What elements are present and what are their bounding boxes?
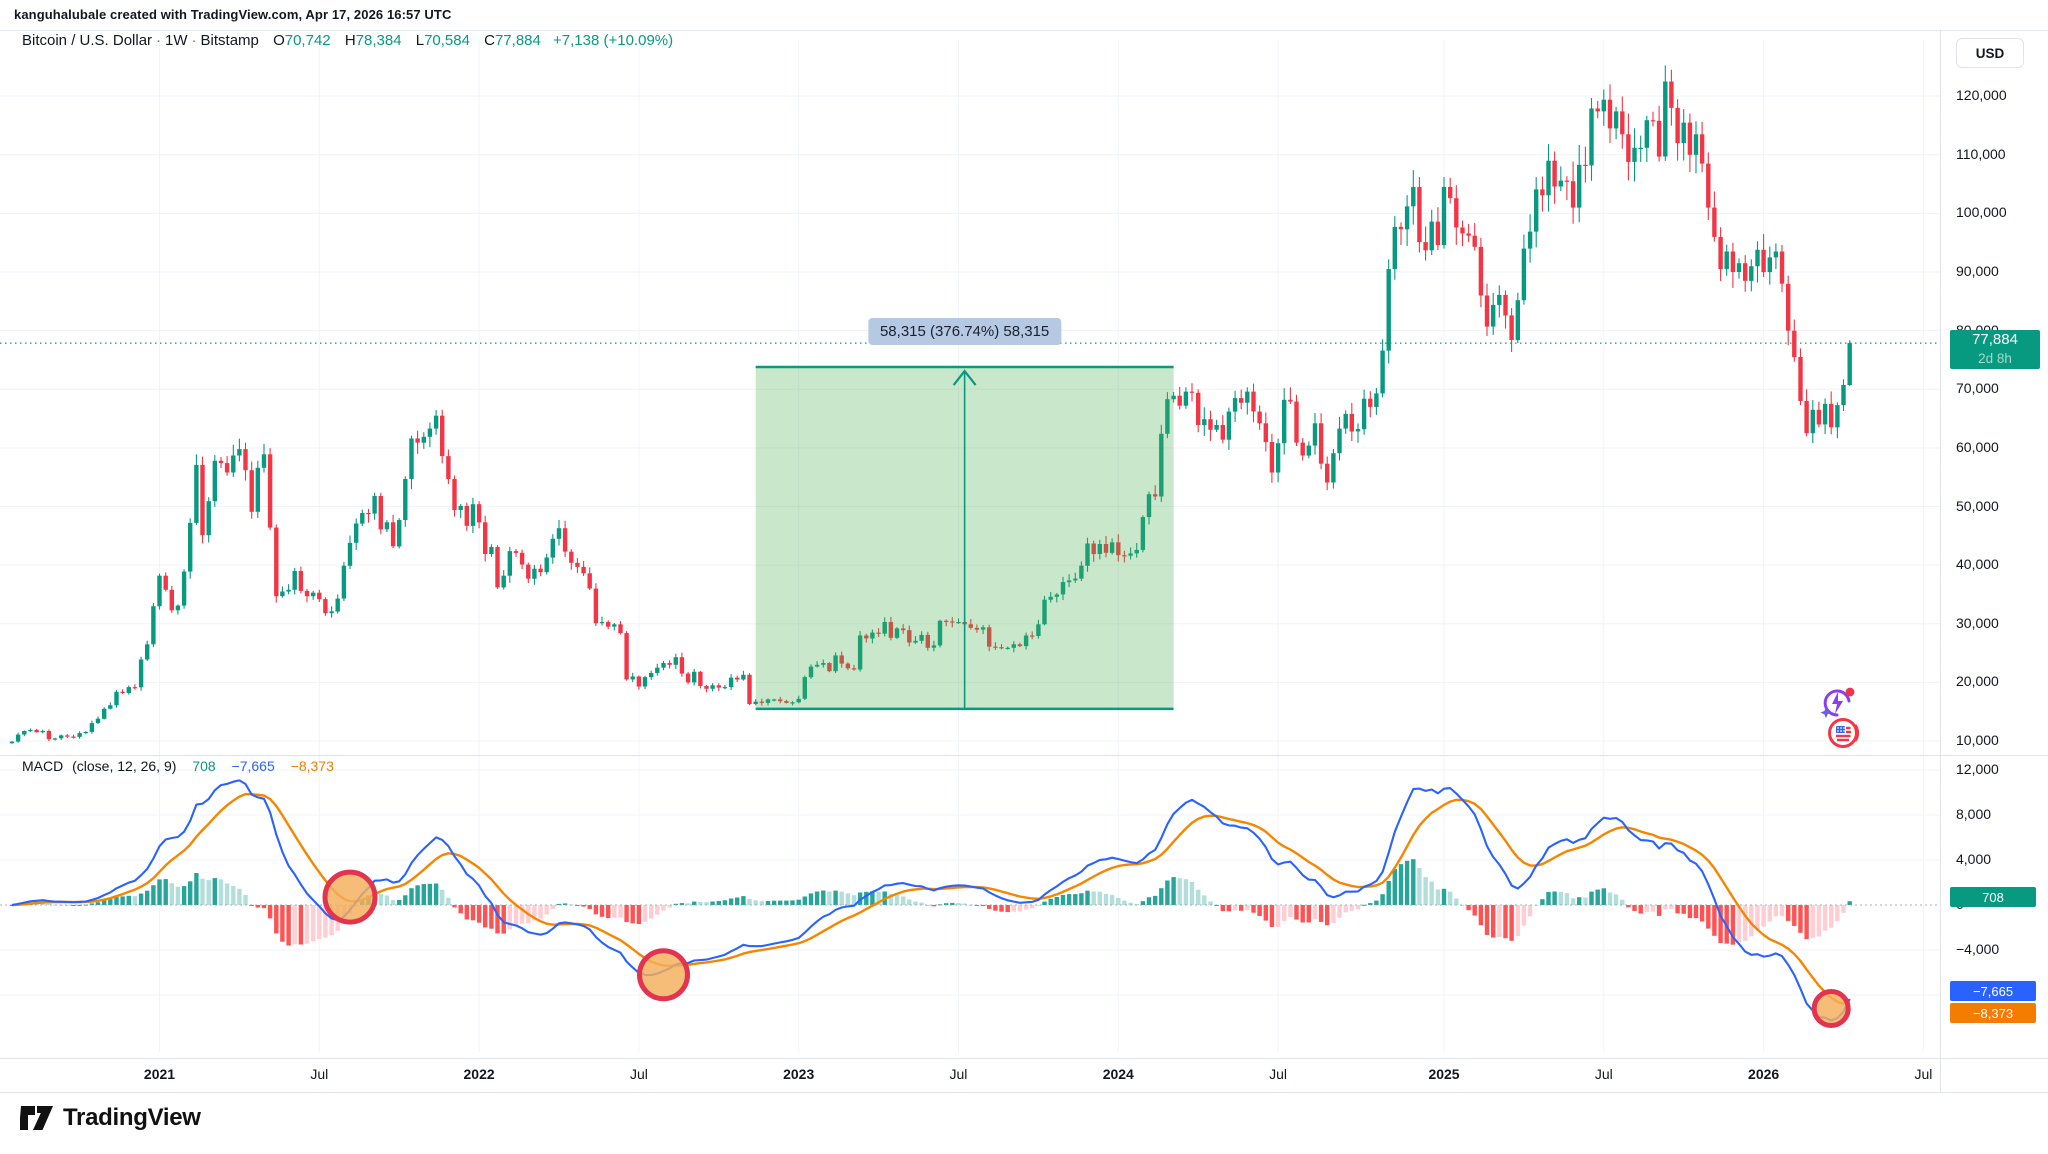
- macd-axis-label: 12,000: [1956, 761, 1999, 777]
- highlight-circle: [637, 948, 690, 1002]
- bar-countdown: 2d 8h: [1978, 351, 2012, 367]
- time-axis-label: Jul: [949, 1066, 968, 1082]
- low-label: L: [415, 32, 425, 49]
- symbol-name[interactable]: Bitcoin / U.S. Dollar: [22, 32, 153, 49]
- last-price-badge: 77,884 2d 8h: [1950, 330, 2040, 370]
- embed-titlebar: kanguhalubale created with TradingView.c…: [0, 0, 2048, 31]
- price-axis-label: 100,000: [1956, 204, 2007, 221]
- macd-axis-label: −4,000: [1956, 941, 2000, 957]
- macd-axis-label: 8,000: [1956, 806, 1992, 822]
- time-axis-label: Jul: [310, 1066, 329, 1082]
- time-axis-label: Jul: [1269, 1066, 1288, 1082]
- titlebar-text: kanguhalubale created with TradingView.c…: [14, 7, 452, 22]
- price-axis-label: 90,000: [1956, 263, 1999, 280]
- tradingview-logo-icon: [20, 1106, 53, 1130]
- close-value: 77,884: [494, 32, 541, 49]
- time-axis-label: 2026: [1748, 1066, 1780, 1082]
- tradingview-logo-text: TradingView: [63, 1104, 201, 1131]
- time-axis-label: Jul: [629, 1066, 648, 1082]
- time-axis-label: 2023: [783, 1066, 815, 1082]
- time-axis-label: 2024: [1102, 1066, 1134, 1082]
- low-value: 70,584: [424, 32, 470, 49]
- high-value: 78,384: [355, 32, 402, 49]
- price-axis-label: 10,000: [1956, 732, 1999, 748]
- macd-line-value: −7,665: [231, 758, 275, 774]
- price-axis-label: 50,000: [1956, 497, 1999, 514]
- macd-panel: [0, 779, 1940, 1022]
- macd-badge: 708: [1950, 887, 2036, 908]
- time-axis-label: Jul: [1914, 1066, 1933, 1082]
- macd-signal-value: −8,373: [290, 758, 334, 774]
- measure-tool-label[interactable]: 58,315 (376.74%) 58,315: [867, 318, 1062, 345]
- symbol-legend[interactable]: Bitcoin / U.S. Dollar · 1W · Bitstamp O70,74…: [22, 32, 674, 49]
- macd-badge: −8,373: [1950, 1003, 2036, 1024]
- macd-axis-label: 4,000: [1956, 851, 1992, 867]
- price-axis-label: 30,000: [1956, 614, 1999, 631]
- close-label: C: [484, 32, 495, 49]
- price-axis-label: 60,000: [1956, 438, 1999, 455]
- candlestick-series: [9, 65, 1852, 744]
- last-price-value: 77,884: [1972, 331, 2018, 349]
- time-axis-label: 2025: [1428, 1066, 1460, 1082]
- price-axis-label: 110,000: [1956, 145, 2006, 162]
- change-value: +7,138 (+10.09%): [553, 32, 674, 49]
- high-label: H: [344, 32, 356, 49]
- symbol-venue[interactable]: Bitstamp: [200, 32, 259, 49]
- price-axis-label: 20,000: [1956, 673, 1999, 690]
- macd-hist-value: 708: [192, 758, 216, 774]
- time-axis-label: Jul: [1594, 1066, 1613, 1082]
- macd-params: (close, 12, 26, 9): [72, 758, 177, 774]
- highlight-circle: [1811, 989, 1851, 1028]
- macd-legend[interactable]: MACD (close, 12, 26, 9) 708 −7,665 −8,37…: [22, 758, 334, 774]
- tradingview-logo[interactable]: TradingView: [20, 1103, 201, 1133]
- price-axis-label: 120,000: [1956, 87, 2007, 104]
- macd-line: [11, 779, 1851, 1022]
- ai-spark-icon[interactable]: [1819, 685, 1855, 726]
- currency-toggle-button[interactable]: USD: [1956, 38, 2024, 68]
- measure-tool-box: [755, 365, 1174, 711]
- highlight-circle: [322, 869, 378, 925]
- symbol-interval[interactable]: 1W: [165, 32, 188, 49]
- open-label: O: [273, 32, 285, 49]
- us-flag-events-icon[interactable]: [1828, 717, 1862, 754]
- open-value: 70,742: [284, 32, 331, 49]
- macd-badge: −7,665: [1950, 981, 2036, 1002]
- price-axis-label: 70,000: [1956, 380, 1999, 397]
- price-axis-label: 40,000: [1956, 556, 1999, 573]
- time-axis-label: 2022: [463, 1066, 495, 1082]
- macd-title[interactable]: MACD: [22, 758, 64, 774]
- time-axis-label: 2021: [143, 1066, 176, 1082]
